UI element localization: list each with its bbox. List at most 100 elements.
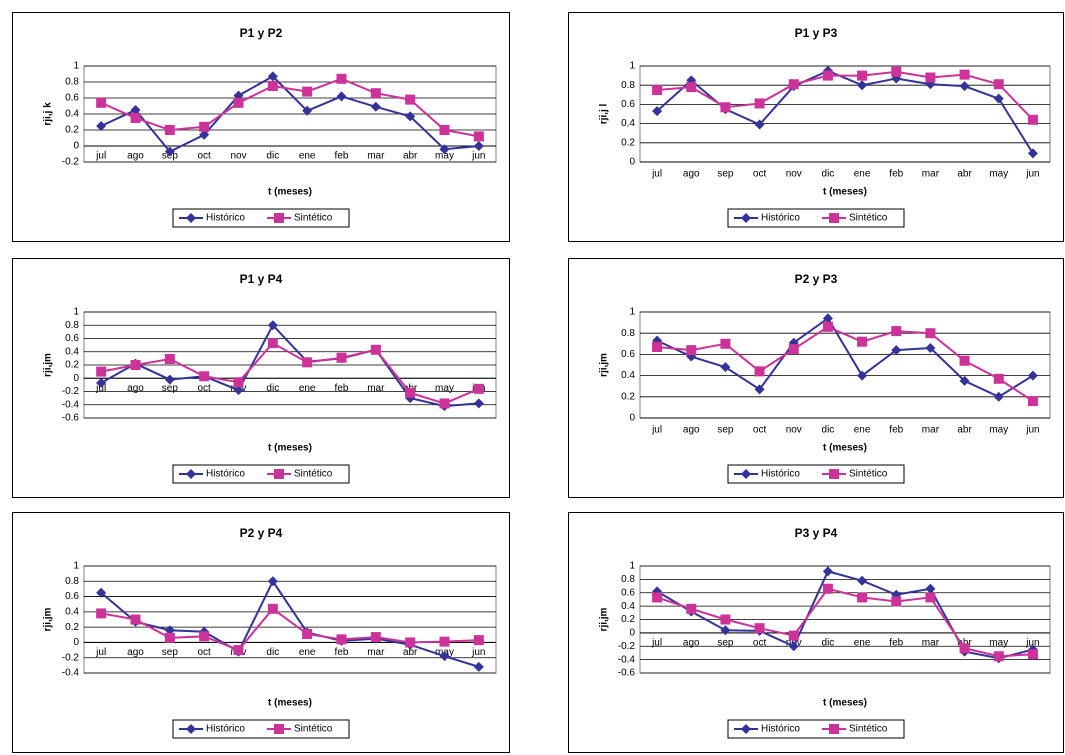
marker xyxy=(274,469,284,479)
marker xyxy=(473,383,484,394)
x-tick-label: may xyxy=(989,638,1008,649)
y-tick-label: 0.6 xyxy=(621,587,635,598)
chart: P2 y P4 -0.4 -0.2 0 0.2 0.4 0.6 0.8 1 jul ago sep oc… xyxy=(12,512,510,753)
y-tick-label: 0.8 xyxy=(65,576,79,587)
marker xyxy=(959,375,970,386)
x-axis-label: t (meses) xyxy=(823,443,867,454)
legend-frame xyxy=(172,719,350,739)
marker xyxy=(925,328,936,339)
x-tick-label: sep xyxy=(717,638,734,649)
y-tick-label: 0.8 xyxy=(621,574,635,585)
marker xyxy=(993,391,1004,402)
x-tick-label: sep xyxy=(162,647,179,658)
plot-area xyxy=(639,65,1051,163)
x-tick-label: jul xyxy=(95,647,106,658)
y-tick-label: 0.4 xyxy=(65,109,79,120)
marker xyxy=(96,608,107,619)
x-tick-label: ago xyxy=(127,383,144,394)
y-tick-label: -0.4 xyxy=(618,654,636,665)
marker xyxy=(473,131,484,142)
marker xyxy=(822,70,833,81)
marker xyxy=(370,101,381,112)
marker xyxy=(164,625,175,636)
y-axis-label: rji,j l xyxy=(599,103,610,124)
marker xyxy=(439,398,450,409)
marker xyxy=(267,338,278,349)
marker xyxy=(96,587,107,598)
y-tick-label: 1 xyxy=(629,561,635,572)
x-axis-label: t (meses) xyxy=(268,187,312,198)
series-line xyxy=(656,587,1033,658)
marker xyxy=(822,321,833,332)
marker xyxy=(1027,370,1038,381)
y-tick-label: -0.4 xyxy=(62,399,80,410)
series-line xyxy=(656,70,1034,121)
marker xyxy=(199,121,210,132)
x-tick-label: dic xyxy=(822,638,835,649)
marker xyxy=(199,371,210,382)
marker xyxy=(993,651,1004,662)
x-tick-label: ene xyxy=(299,647,316,658)
x-tick-label: ene xyxy=(854,638,871,649)
chart: P1 y P2-0.200.20.40.60.81julagosepoctnov… xyxy=(12,12,510,242)
x-tick-label: oct xyxy=(197,151,211,162)
legend-label: Sintético xyxy=(294,469,333,480)
x-tick-label: ene xyxy=(299,383,316,394)
marker xyxy=(96,121,107,131)
x-tick-label: sep xyxy=(162,383,179,394)
y-tick-label: -0.2 xyxy=(618,641,636,652)
legend-frame xyxy=(172,208,350,228)
y-tick-label: -0.6 xyxy=(618,668,636,679)
marker xyxy=(788,641,799,652)
marker xyxy=(857,70,868,81)
marker xyxy=(199,631,210,642)
x-tick-label: nov xyxy=(786,169,802,180)
marker xyxy=(199,129,210,140)
marker xyxy=(302,357,313,368)
x-tick-label: ene xyxy=(299,151,316,162)
x-tick-label: ago xyxy=(683,638,700,649)
marker xyxy=(405,111,416,122)
chart: P2 y P3 0 0.2 0.4 0.6 0.8 1 jul ago sep oct nov dic e… xyxy=(568,258,1064,498)
legend-frame xyxy=(727,464,905,484)
marker xyxy=(473,661,484,672)
chart: P1 y P3 0 0.2 0.4 0.6 0.8 1 jul ago sep oct nov dic e… xyxy=(568,12,1064,242)
x-tick-label: ago xyxy=(127,647,144,658)
marker xyxy=(959,643,970,654)
y-tick-label: 1 xyxy=(73,561,79,572)
y-tick-label: 1 xyxy=(73,307,79,318)
y-tick-label: 0 xyxy=(73,141,79,152)
series-line xyxy=(656,325,1034,402)
marker xyxy=(130,105,141,115)
marker xyxy=(891,326,902,337)
marker xyxy=(473,635,484,646)
marker xyxy=(720,614,731,625)
marker xyxy=(267,81,278,91)
chart-title: P2 y P3 xyxy=(795,272,838,286)
x-tick-label: nov xyxy=(786,425,802,436)
marker xyxy=(336,634,347,645)
x-tick-label: jun xyxy=(471,151,485,162)
y-tick-label: -0.6 xyxy=(62,413,80,424)
x-tick-label: dic xyxy=(266,151,279,162)
plot-area xyxy=(639,311,1051,419)
legend-label: Histórico xyxy=(761,469,800,480)
chart-title: P1 y P2 xyxy=(240,26,283,40)
x-tick-label: ago xyxy=(127,151,144,162)
y-tick-label: 0.4 xyxy=(621,118,635,129)
marker xyxy=(754,623,765,634)
marker xyxy=(788,344,799,355)
legend-label: Histórico xyxy=(206,724,245,735)
marker xyxy=(336,352,347,363)
marker xyxy=(891,73,902,84)
x-tick-label: jun xyxy=(1025,638,1039,649)
x-tick-label: mar xyxy=(922,638,940,649)
y-tick-label: 0.2 xyxy=(65,360,79,371)
marker xyxy=(925,592,936,603)
marker xyxy=(405,387,416,398)
marker xyxy=(130,360,141,370)
marker xyxy=(302,86,313,97)
legend-label: Sintético xyxy=(849,724,888,735)
legend-frame xyxy=(172,464,350,484)
